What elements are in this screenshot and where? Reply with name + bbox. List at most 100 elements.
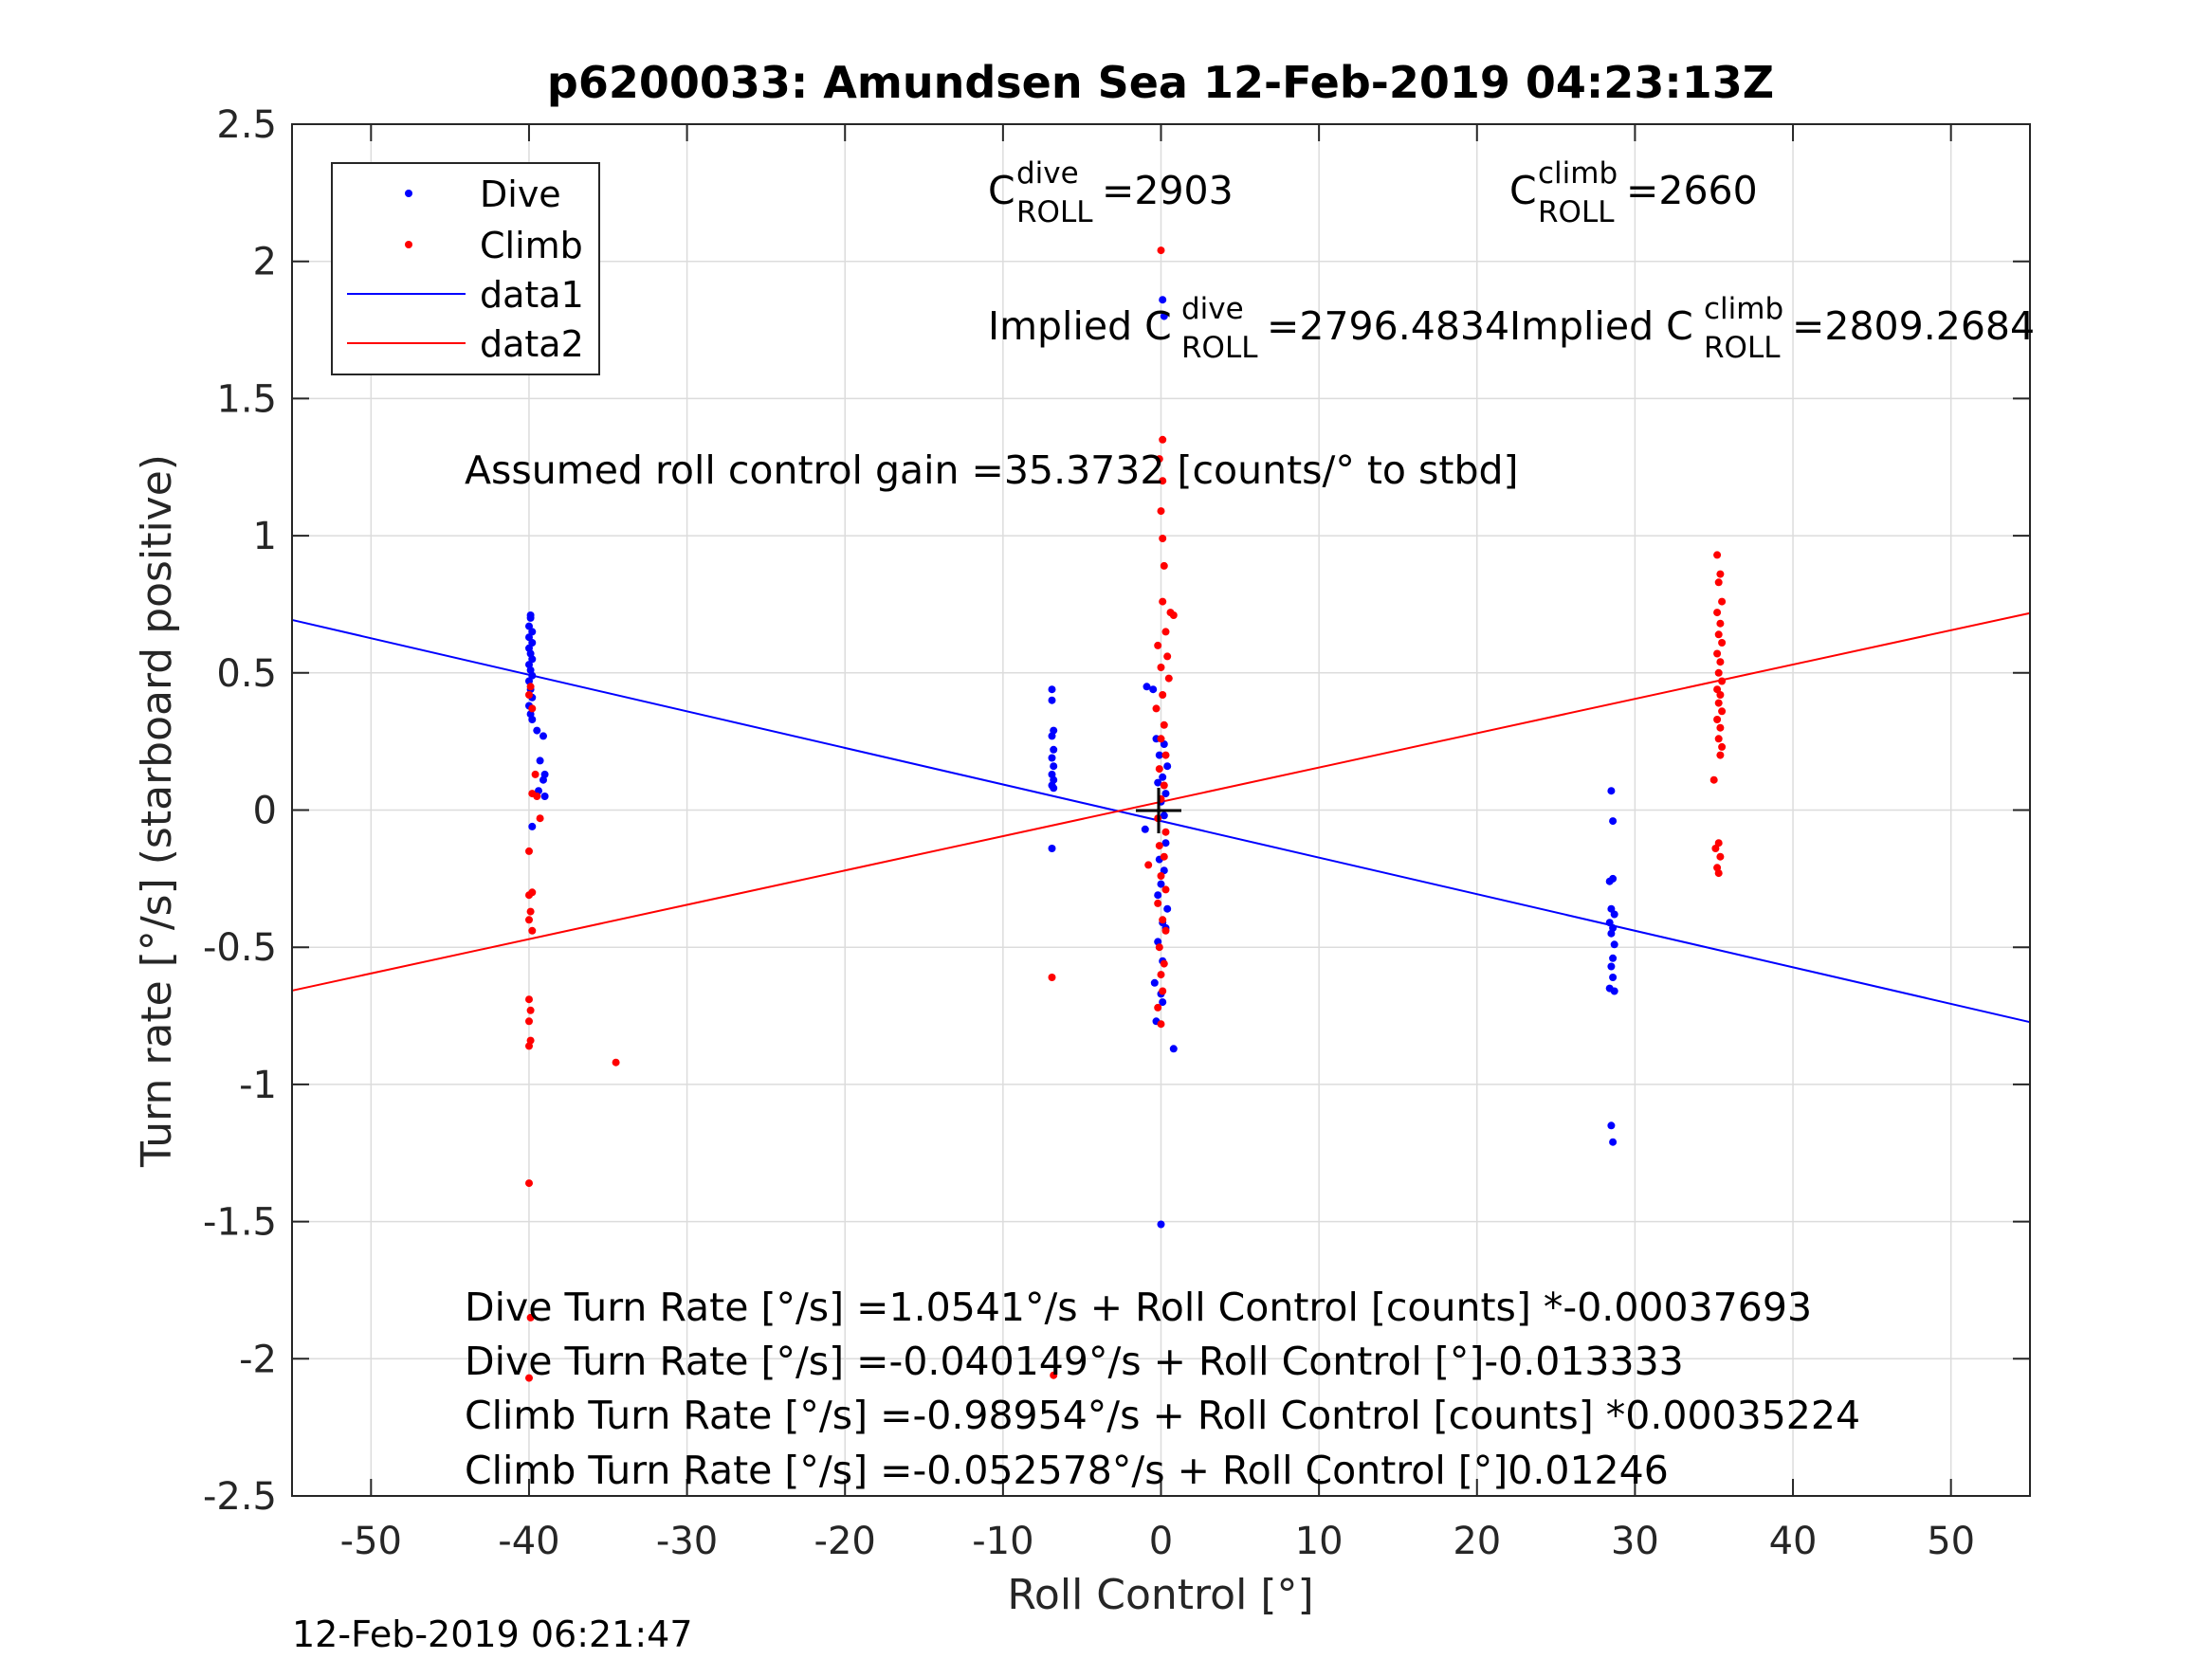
climb-point xyxy=(1157,971,1165,979)
climb-point xyxy=(525,1374,533,1382)
dive-point xyxy=(1048,732,1056,740)
roll-gain-annotation: Assumed roll control gain =35.3732 [coun… xyxy=(465,447,1519,493)
dive-point xyxy=(1163,762,1172,771)
implied-climb-value: =2809.2684 xyxy=(1792,303,2035,349)
dive-point xyxy=(539,775,547,784)
dive-point xyxy=(1141,825,1149,833)
climb-point xyxy=(528,704,537,713)
climb-point xyxy=(1154,641,1162,649)
y-tick-label: -2.5 xyxy=(203,1475,277,1519)
x-tick-label: -20 xyxy=(814,1520,876,1563)
climb-point xyxy=(526,1006,535,1014)
climb-point xyxy=(536,814,544,823)
legend-climb-marker xyxy=(405,241,412,248)
fit-equation-4: Climb Turn Rate [°/s] =-0.052578°/s + Ro… xyxy=(465,1448,1669,1493)
x-tick-label: 30 xyxy=(1611,1520,1659,1563)
climb-point xyxy=(525,1042,533,1050)
climb-point xyxy=(1157,735,1165,743)
dive-point xyxy=(1159,998,1167,1007)
climb-point xyxy=(1159,987,1167,995)
dive-point xyxy=(528,716,537,723)
y-tick-label: -0.5 xyxy=(203,926,277,970)
y-tick-label: -1.5 xyxy=(203,1201,277,1245)
dive-point xyxy=(1154,778,1162,787)
implied-climb-sub: ROLL xyxy=(1704,331,1781,365)
y-tick-label: 0 xyxy=(253,790,277,833)
c-dive-value: =2903 xyxy=(1102,168,1234,213)
dive-point xyxy=(1607,787,1616,795)
dive-point xyxy=(1607,1121,1616,1130)
y-tick-label: 2.5 xyxy=(216,103,277,147)
climb-point xyxy=(1160,852,1168,861)
climb-point xyxy=(1714,735,1723,743)
fit-equation-3: Climb Turn Rate [°/s] =-0.98954°/s + Rol… xyxy=(465,1393,1860,1438)
dive-point xyxy=(528,655,537,664)
climb-point xyxy=(525,1017,533,1026)
climb-point xyxy=(1711,845,1720,852)
climb-point xyxy=(1716,658,1725,666)
dive-point xyxy=(1610,987,1618,995)
y-tick-label: 0.5 xyxy=(216,652,277,696)
climb-point xyxy=(1718,707,1727,716)
dive-point xyxy=(528,822,537,830)
y-tick-label: 1 xyxy=(253,515,277,558)
x-tick-label: 20 xyxy=(1453,1520,1501,1563)
climb-point xyxy=(1713,685,1722,694)
chart-title: p6200033: Amundsen Sea 12-Feb-2019 04:23… xyxy=(547,57,1774,108)
climb-point xyxy=(1716,619,1725,628)
c-dive-main: C xyxy=(988,168,1015,213)
climb-point xyxy=(1159,916,1167,924)
dive-point xyxy=(1609,1138,1618,1146)
legend-dive-marker xyxy=(405,190,412,197)
dive-point xyxy=(540,793,549,800)
climb-point xyxy=(1718,639,1727,647)
climb-point xyxy=(525,916,533,924)
climb-point xyxy=(1159,435,1167,444)
c-roll-climb-annotation: C climb ROLL =2660 xyxy=(1509,156,1758,229)
climb-point xyxy=(1157,1020,1165,1029)
climb-point xyxy=(525,847,533,855)
dive-point xyxy=(536,757,544,765)
implied-dive-value: =2796.4834 xyxy=(1267,303,1509,349)
dive-point xyxy=(1048,696,1056,704)
implied-dive-sub: ROLL xyxy=(1181,331,1258,365)
legend-climb-label: Climb xyxy=(480,225,583,266)
dive-point xyxy=(1154,891,1162,900)
x-tick-label: 40 xyxy=(1769,1520,1818,1563)
climb-point xyxy=(1161,885,1170,894)
climb-point xyxy=(1161,628,1170,636)
y-tick-label: 2 xyxy=(253,241,277,284)
climb-point xyxy=(525,891,533,900)
dive-point xyxy=(1048,845,1056,852)
climb-point xyxy=(1716,570,1725,578)
climb-point xyxy=(1714,839,1723,848)
fit-equation-2: Dive Turn Rate [°/s] =-0.040149°/s + Rol… xyxy=(465,1339,1684,1384)
climb-point xyxy=(1716,691,1725,699)
x-tick-label: 0 xyxy=(1149,1520,1173,1563)
legend-data2-label: data2 xyxy=(480,323,584,365)
axes-frame xyxy=(291,123,2031,1497)
climb-point xyxy=(1714,869,1723,878)
dive-point xyxy=(1610,940,1618,949)
climb-point xyxy=(1155,842,1163,850)
dive-point xyxy=(1159,773,1167,781)
x-tick-label: -10 xyxy=(972,1520,1033,1563)
climb-point xyxy=(531,770,539,778)
climb-point xyxy=(1050,1371,1058,1379)
climb-point xyxy=(1714,699,1723,707)
climb-point xyxy=(1160,781,1168,790)
dive-point xyxy=(1160,866,1168,875)
dive-point xyxy=(1161,839,1170,848)
dive-point xyxy=(1050,762,1058,771)
dive-point xyxy=(533,726,541,735)
climb-point xyxy=(1169,611,1178,619)
climb-point xyxy=(1713,716,1722,723)
c-climb-value: =2660 xyxy=(1626,168,1758,213)
climb-point xyxy=(1155,455,1163,464)
climb-point xyxy=(1160,720,1168,729)
c-climb-main: C xyxy=(1509,168,1537,213)
climb-point xyxy=(1157,507,1165,516)
tick-labels: -50 -40 -30 -20 -10 0 10 20 30 40 50-2.5-2-1.5-1-0… xyxy=(203,103,1975,1563)
dive-point xyxy=(1609,954,1618,962)
climb-point xyxy=(1164,674,1173,683)
